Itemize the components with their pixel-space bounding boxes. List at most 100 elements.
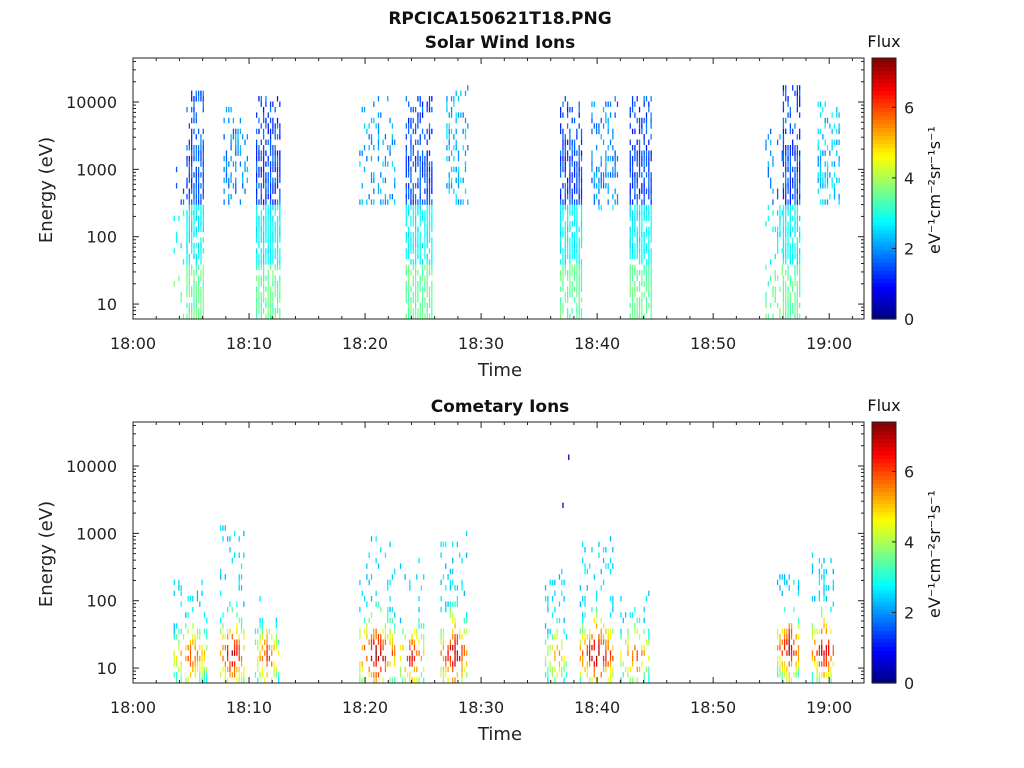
spectrogram-cell [408, 280, 410, 287]
spectrogram-cell [566, 248, 569, 254]
spectrogram-cell [825, 661, 827, 667]
spectrogram-cell [629, 242, 631, 249]
spectrogram-cell [578, 161, 580, 167]
spectrogram-cell [366, 628, 368, 635]
spectrogram-cell [201, 661, 203, 667]
spectrogram-cell [825, 585, 827, 591]
spectrogram-cell [279, 248, 281, 254]
spectrogram-cell [584, 639, 586, 645]
spectrogram-cell [254, 628, 257, 635]
spectrogram-cell [279, 286, 281, 292]
spectrogram-cell [274, 204, 276, 211]
spectrogram-cell [389, 639, 391, 645]
spectrogram-cell [571, 188, 573, 194]
spectrogram-cell [175, 623, 178, 629]
spectrogram-cell [785, 302, 787, 309]
spectrogram-cell [197, 166, 200, 173]
spectrogram-cell [431, 183, 433, 189]
spectrogram-cell [461, 666, 463, 673]
spectrogram-cell [629, 123, 631, 129]
spectrogram-cell [255, 145, 258, 151]
spectrogram-cell [463, 644, 465, 651]
spectrogram-cell [818, 661, 821, 667]
spectrogram-cell [643, 644, 645, 651]
spectrogram-cell [560, 221, 562, 227]
spectrogram-cell [787, 286, 789, 292]
spectrogram-cell [643, 215, 645, 222]
spectrogram-cell [387, 96, 389, 102]
spectrogram-cell [595, 623, 598, 629]
spectrogram-cell [193, 145, 195, 151]
spectrogram-cell [442, 666, 445, 673]
spectrogram-cell [408, 188, 410, 194]
spectrogram-cell [782, 308, 785, 314]
spectrogram-cometary [173, 454, 834, 683]
spectrogram-cell [243, 601, 245, 607]
spectrogram-cell [426, 193, 428, 200]
spectrogram-cell [431, 264, 433, 271]
spectrogram-cell [265, 297, 267, 303]
spectrogram-cell [782, 210, 785, 216]
spectrogram-cell [454, 655, 456, 662]
spectrogram-cell [584, 601, 586, 607]
spectrogram-cell [193, 232, 195, 238]
spectrogram-cell [428, 204, 431, 211]
spectrogram-cell [645, 204, 648, 211]
spectrogram-cell [417, 226, 419, 232]
spectrogram-cell [384, 639, 387, 645]
spectrogram-cell [648, 242, 650, 249]
spectrogram-cell [595, 606, 598, 613]
spectrogram-cell [560, 259, 562, 265]
spectrogram-cell [796, 193, 798, 200]
spectrogram-cell [774, 286, 776, 292]
spectrogram-cell [265, 188, 267, 194]
spectrogram-cell [426, 139, 428, 145]
spectrogram-cell [454, 601, 456, 607]
spectrogram-cell [191, 242, 193, 249]
spectrogram-cell [269, 215, 272, 222]
spectrogram-cell [612, 128, 614, 135]
spectrogram-cell [414, 253, 417, 260]
spectrogram-cell [419, 313, 421, 319]
spectrogram-cell [267, 172, 269, 178]
spectrogram-cell [412, 221, 414, 227]
spectrogram-cell [380, 547, 382, 553]
spectrogram-cell [607, 128, 609, 135]
spectrogram-cell [195, 264, 197, 271]
colorbar-segment [872, 605, 896, 611]
spectrogram-cell [787, 275, 789, 281]
spectrogram-cell [428, 101, 431, 107]
spectrogram-cell [824, 183, 826, 189]
spectrogram-cell [192, 666, 194, 673]
spectrogram-cell [785, 128, 787, 135]
spectrogram-cell [394, 139, 396, 145]
spectrogram-cell [414, 199, 417, 205]
spectrogram-cell [636, 655, 638, 662]
spectrogram-cell [562, 308, 564, 314]
spectrogram-cell [414, 308, 417, 314]
colorbar-segment [872, 143, 896, 149]
colorbar-segment [872, 515, 896, 521]
spectrogram-cell [266, 650, 268, 656]
spectrogram-cell [830, 677, 832, 683]
spectrogram-cell [600, 568, 602, 575]
spectrogram-cell [547, 634, 549, 640]
spectrogram-cell [265, 221, 267, 227]
spectrogram-cell [792, 248, 794, 254]
spectrogram-cell [648, 166, 650, 173]
spectrogram-cell [242, 183, 244, 189]
spectrogram-cell [445, 606, 447, 613]
spectrogram-cell [186, 193, 188, 200]
spectrogram-cell [648, 275, 650, 281]
colorbar-segment [872, 253, 896, 259]
spectrogram-cell [787, 297, 789, 303]
spectrogram-cell [560, 166, 562, 173]
spectrogram-cell [788, 661, 790, 667]
spectrogram-cell [269, 177, 272, 184]
spectrogram-cell [384, 155, 387, 162]
spectrogram-cell [265, 177, 267, 184]
spectrogram-cell [562, 210, 564, 216]
colorbar-segment [872, 188, 896, 194]
spectrogram-cell [173, 590, 175, 596]
spectrogram-cell [275, 672, 277, 678]
